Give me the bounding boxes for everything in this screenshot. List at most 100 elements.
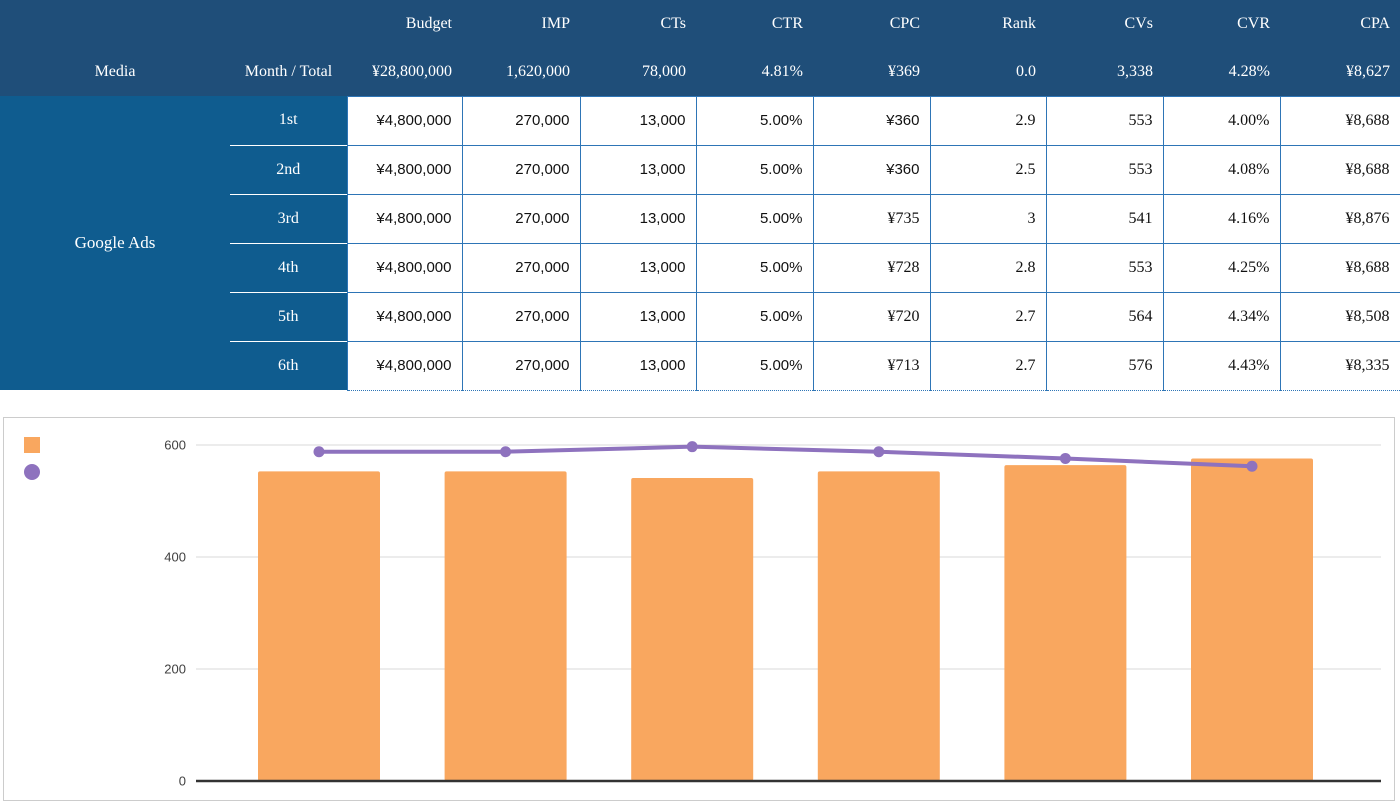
bar-5th xyxy=(1004,465,1127,781)
cell-cpa: ¥8,688 xyxy=(1279,242,1400,293)
cell-cpc: ¥360 xyxy=(812,95,931,146)
cell-rank: 2.7 xyxy=(929,291,1047,342)
col-header-cts: CTs xyxy=(580,0,696,48)
cell-cpa: ¥8,335 xyxy=(1279,340,1400,391)
chart-container: 0 200 400 600 xyxy=(3,417,1395,801)
bar-6th xyxy=(1191,458,1313,781)
line-marker-5th xyxy=(1059,452,1071,464)
cell-imp: 270,000 xyxy=(461,242,581,293)
cell-cts: 13,000 xyxy=(579,340,697,391)
cell-cvs: 564 xyxy=(1045,291,1164,342)
cell-cpa: ¥8,876 xyxy=(1279,193,1400,244)
col-header-cvr: CVR xyxy=(1163,0,1280,48)
cell-rank: 2.9 xyxy=(929,95,1047,146)
media-header-label: Media xyxy=(0,48,230,96)
cell-cvr: 4.00% xyxy=(1162,95,1281,146)
table-header: Budget IMP CTs CTR CPC Rank CVs CVR CPA Media Mont… xyxy=(0,0,1400,96)
cell-cvs: 553 xyxy=(1045,95,1164,146)
line-series-legend-swatch xyxy=(24,464,40,480)
cell-ctr: 5.00% xyxy=(695,291,814,342)
bar-3rd xyxy=(631,478,754,781)
line-marker-3rd xyxy=(686,441,698,453)
y-tick-200: 200 xyxy=(164,662,186,677)
bar-1st xyxy=(258,471,380,781)
bar-series-legend-swatch xyxy=(24,437,40,453)
cell-imp: 270,000 xyxy=(461,95,581,146)
cell-rank: 2.7 xyxy=(929,340,1047,391)
table-row: 2nd ¥4,800,000 270,000 13,000 5.00% ¥360 2.5 55… xyxy=(0,144,1400,195)
col-header-budget: Budget xyxy=(347,0,462,48)
month-total-header-label: Month / Total xyxy=(230,48,347,96)
total-imp: 1,620,000 xyxy=(462,48,580,96)
line-marker-1st xyxy=(313,446,325,458)
cell-cts: 13,000 xyxy=(579,95,697,146)
month-label-cell: 3rd xyxy=(230,194,347,244)
month-label-cell: 4th xyxy=(230,243,347,293)
y-tick-0: 0 xyxy=(179,774,186,789)
bar-4th xyxy=(817,471,940,781)
cell-budget: ¥4,800,000 xyxy=(346,144,463,195)
cell-rank: 3 xyxy=(929,193,1047,244)
cell-cts: 13,000 xyxy=(579,144,697,195)
cell-imp: 270,000 xyxy=(461,340,581,391)
total-budget: ¥28,800,000 xyxy=(347,48,462,96)
month-label-cell: 2nd xyxy=(230,145,347,195)
cell-cpc: ¥728 xyxy=(812,242,931,293)
table-row: Google Ads 1st ¥4,800,000 270,000 13,000 5.00… xyxy=(0,95,1400,390)
total-ctr: 4.81% xyxy=(696,48,813,96)
total-cvs: 3,338 xyxy=(1046,48,1163,96)
cell-ctr: 5.00% xyxy=(695,242,814,293)
y-tick-600: 600 xyxy=(164,438,186,453)
bar-line-chart: 0 200 400 600 xyxy=(164,438,1381,789)
cell-cpa: ¥8,688 xyxy=(1279,144,1400,195)
cell-ctr: 5.00% xyxy=(695,340,814,391)
cell-ctr: 5.00% xyxy=(695,144,814,195)
month-header-spacer xyxy=(230,0,347,48)
cell-budget: ¥4,800,000 xyxy=(346,340,463,391)
cell-cvr: 4.43% xyxy=(1162,340,1281,391)
col-header-ctr: CTR xyxy=(696,0,813,48)
cell-budget: ¥4,800,000 xyxy=(346,193,463,244)
table-row: 6th ¥4,800,000 270,000 13,000 5.00% ¥713 2.7 57… xyxy=(0,340,1400,391)
cell-cts: 13,000 xyxy=(579,291,697,342)
cell-ctr: 5.00% xyxy=(695,95,814,146)
col-header-cpc: CPC xyxy=(813,0,930,48)
cell-cpc: ¥735 xyxy=(812,193,931,244)
col-header-imp: IMP xyxy=(462,0,580,48)
cell-cvr: 4.08% xyxy=(1162,144,1281,195)
cell-imp: 270,000 xyxy=(461,193,581,244)
line-marker-4th xyxy=(873,446,885,458)
table-row: 4th ¥4,800,000 270,000 13,000 5.00% ¥728 2.8 55… xyxy=(0,242,1400,293)
cell-cvr: 4.25% xyxy=(1162,242,1281,293)
line-marker-6th xyxy=(1246,460,1258,472)
total-cpc: ¥369 xyxy=(813,48,930,96)
month-label-cell: 1st xyxy=(230,96,347,146)
media-header-spacer xyxy=(0,0,230,48)
cell-ctr: 5.00% xyxy=(695,193,814,244)
month-label-cell: 5th xyxy=(230,292,347,342)
table-row: 3rd ¥4,800,000 270,000 13,000 5.00% ¥735 3 541 4… xyxy=(0,193,1400,244)
cell-budget: ¥4,800,000 xyxy=(346,242,463,293)
cell-cvs: 541 xyxy=(1045,193,1164,244)
cell-cvs: 553 xyxy=(1045,242,1164,293)
total-cpa: ¥8,627 xyxy=(1280,48,1400,96)
cell-cpa: ¥8,508 xyxy=(1279,291,1400,342)
cell-imp: 270,000 xyxy=(461,144,581,195)
table-body: Google Ads 1st ¥4,800,000 270,000 13,000 5.00… xyxy=(0,95,1400,391)
total-cts: 78,000 xyxy=(580,48,696,96)
col-header-rank: Rank xyxy=(930,0,1046,48)
cell-budget: ¥4,800,000 xyxy=(346,95,463,146)
cell-rank: 2.5 xyxy=(929,144,1047,195)
media-name-cell: Google Ads xyxy=(0,96,230,390)
cell-cts: 13,000 xyxy=(579,242,697,293)
bar-2nd xyxy=(444,471,567,781)
cell-rank: 2.8 xyxy=(929,242,1047,293)
cell-cvs: 576 xyxy=(1045,340,1164,391)
total-cvr: 4.28% xyxy=(1163,48,1280,96)
cell-budget: ¥4,800,000 xyxy=(346,291,463,342)
col-header-cvs: CVs xyxy=(1046,0,1163,48)
cell-cpc: ¥360 xyxy=(812,144,931,195)
month-label-cell: 6th xyxy=(230,341,347,390)
cell-cpc: ¥720 xyxy=(812,291,931,342)
line-marker-2nd xyxy=(500,446,512,458)
